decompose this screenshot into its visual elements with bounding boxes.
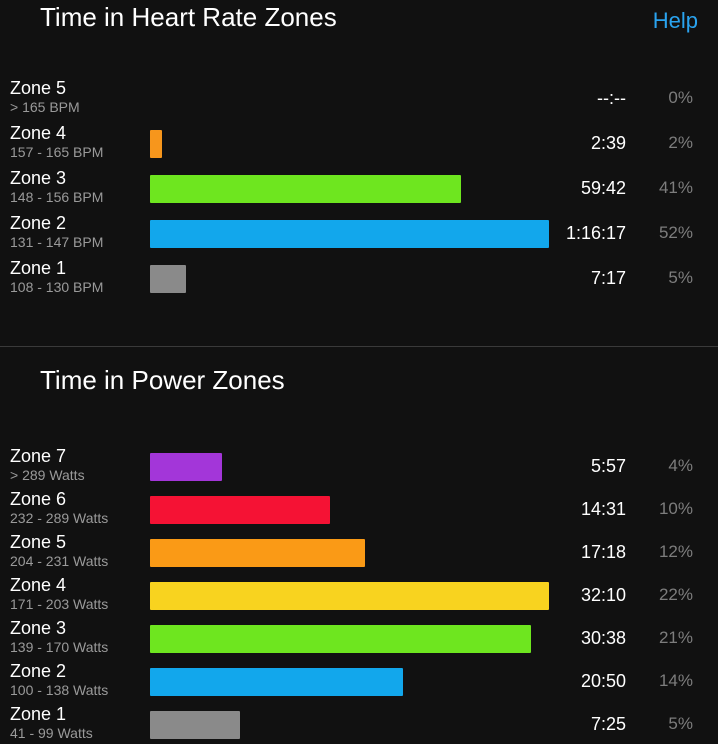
zone-range: 139 - 170 Watts [10,639,109,655]
zone-bar [150,668,403,696]
zone-name: Zone 4 [10,123,67,143]
zone-name: Zone 4 [10,575,67,595]
zone-name: Zone 2 [10,213,67,233]
zone-time: 59:42 [580,178,626,198]
zone-time: 14:31 [580,499,626,519]
power-zone-row: Zone 5 204 - 231 Watts 17:18 12% [0,532,718,572]
heart-rate-zone-row: Zone 1 108 - 130 BPM 7:17 5% [0,258,718,298]
zone-range: 157 - 165 BPM [10,144,104,160]
zone-percent: 21% [658,628,693,647]
zone-bar [150,453,222,481]
zone-bar [150,625,531,653]
zone-percent: 10% [658,499,693,518]
heart-rate-zone-row: Zone 2 131 - 147 BPM 1:16:17 52% [0,213,718,253]
zone-range: 204 - 231 Watts [10,553,109,569]
zone-range: 171 - 203 Watts [10,596,109,612]
zone-range: > 289 Watts [10,467,85,483]
power-zone-row: Zone 3 139 - 170 Watts 30:38 21% [0,618,718,658]
zone-name: Zone 2 [10,661,67,681]
zone-range: > 165 BPM [10,99,80,115]
zone-name: Zone 3 [10,618,67,638]
zone-percent: 41% [658,178,693,197]
zone-percent: 0% [668,88,693,107]
zone-percent: 5% [668,714,693,733]
heart-rate-zone-row: Zone 4 157 - 165 BPM 2:39 2% [0,123,718,163]
zone-name: Zone 5 [10,78,67,98]
power-zone-row: Zone 6 232 - 289 Watts 14:31 10% [0,489,718,529]
zone-range: 41 - 99 Watts [10,725,93,741]
zone-percent: 52% [658,223,693,242]
zone-bar [150,711,240,739]
zone-time: 7:17 [590,268,626,288]
zone-time: 1:16:17 [565,223,626,243]
power-zone-row: Zone 2 100 - 138 Watts 20:50 14% [0,661,718,701]
zone-percent: 5% [668,268,693,287]
heart-rate-zone-row: Zone 3 148 - 156 BPM 59:42 41% [0,168,718,208]
zone-percent: 14% [658,671,693,690]
zone-time: 7:25 [590,714,626,734]
heart-rate-zone-row: Zone 5 > 165 BPM --:-- 0% [0,78,718,118]
zone-range: 100 - 138 Watts [10,682,109,698]
heart-rate-zones-title: Time in Heart Rate Zones [40,2,337,32]
zone-percent: 12% [658,542,693,561]
zone-time: 2:39 [590,133,626,153]
zone-range: 148 - 156 BPM [10,189,104,205]
zone-bar [150,220,549,248]
zone-range: 108 - 130 BPM [10,279,104,295]
zone-name: Zone 5 [10,532,67,552]
zone-bar [150,539,365,567]
help-link[interactable]: Help [652,8,698,33]
power-zone-row: Zone 4 171 - 203 Watts 32:10 22% [0,575,718,615]
zone-time: --:-- [597,88,626,108]
zone-name: Zone 1 [10,704,67,724]
zone-time: 17:18 [580,542,626,562]
zone-percent: 22% [658,585,693,604]
zone-name: Zone 6 [10,489,67,509]
zone-range: 131 - 147 BPM [10,234,104,250]
section-divider [0,346,718,347]
zone-name: Zone 3 [10,168,67,188]
zone-percent: 2% [668,133,693,152]
zone-name: Zone 1 [10,258,67,278]
zone-time: 30:38 [580,628,626,648]
power-zones-title: Time in Power Zones [40,365,285,395]
zone-time: 5:57 [590,456,626,476]
zone-bar [150,265,186,293]
zone-time: 20:50 [580,671,626,691]
zone-time: 32:10 [580,585,626,605]
zone-bar [150,175,461,203]
zone-percent: 4% [668,456,693,475]
zone-name: Zone 7 [10,446,67,466]
power-zone-row: Zone 7 > 289 Watts 5:57 4% [0,446,718,486]
zone-bar [150,130,162,158]
zone-range: 232 - 289 Watts [10,510,109,526]
zone-bar [150,496,330,524]
zone-bar [150,582,549,610]
power-zone-row: Zone 1 41 - 99 Watts 7:25 5% [0,704,718,744]
